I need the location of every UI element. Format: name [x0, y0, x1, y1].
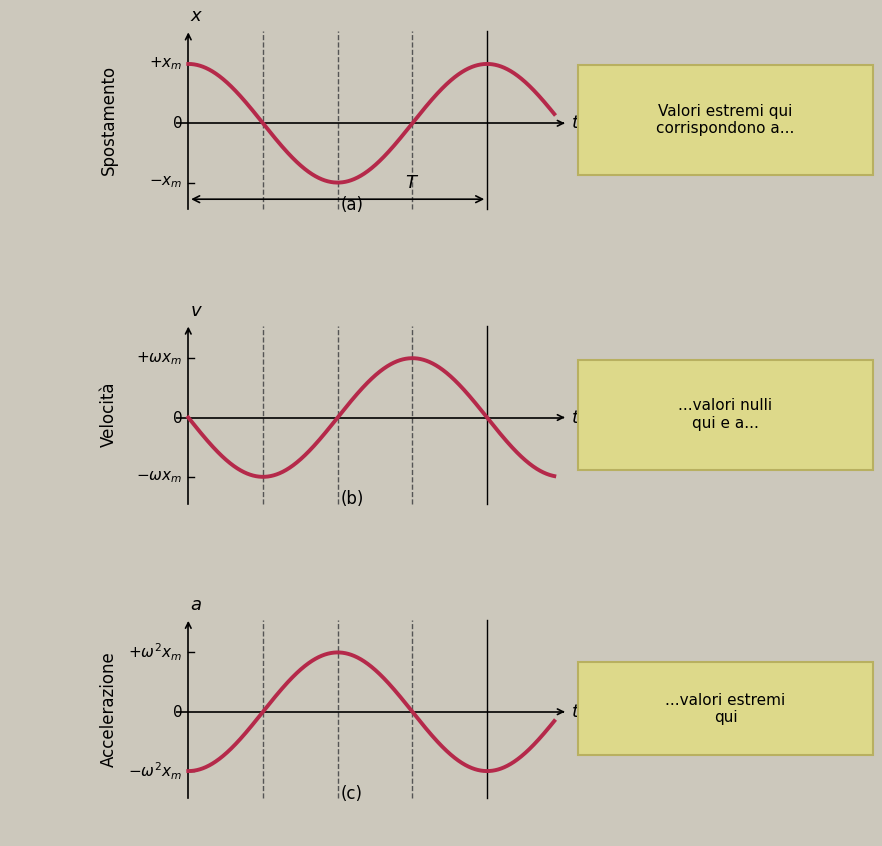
- Text: $T$: $T$: [405, 174, 420, 192]
- Text: $+x_m$: $+x_m$: [149, 56, 183, 72]
- Text: (a): (a): [340, 196, 363, 214]
- Text: $0$: $0$: [172, 115, 183, 131]
- Text: $-\omega x_m$: $-\omega x_m$: [137, 469, 183, 485]
- Text: x: x: [191, 8, 201, 25]
- Text: v: v: [191, 302, 201, 320]
- Text: Valori estremi qui
corrispondono a...: Valori estremi qui corrispondono a...: [656, 104, 795, 136]
- Text: $t$: $t$: [571, 114, 580, 132]
- Text: Spostamento: Spostamento: [100, 65, 118, 175]
- Text: $-x_m$: $-x_m$: [149, 175, 183, 190]
- Text: (b): (b): [340, 491, 363, 508]
- Text: a: a: [191, 596, 202, 614]
- Text: ...valori estremi
qui: ...valori estremi qui: [665, 693, 786, 725]
- Text: $+\omega x_m$: $+\omega x_m$: [137, 350, 183, 366]
- Text: $+\omega^2 x_m$: $+\omega^2 x_m$: [129, 642, 183, 663]
- Text: Velocità: Velocità: [100, 382, 118, 448]
- Text: (c): (c): [341, 784, 363, 803]
- Text: $0$: $0$: [172, 409, 183, 426]
- Text: $0$: $0$: [172, 704, 183, 720]
- Text: $t$: $t$: [571, 703, 580, 721]
- Text: Accelerazione: Accelerazione: [100, 651, 118, 766]
- Text: ...valori nulli
qui e a...: ...valori nulli qui e a...: [678, 398, 773, 431]
- Text: $t$: $t$: [571, 409, 580, 426]
- Text: $-\omega^2 x_m$: $-\omega^2 x_m$: [129, 761, 183, 782]
